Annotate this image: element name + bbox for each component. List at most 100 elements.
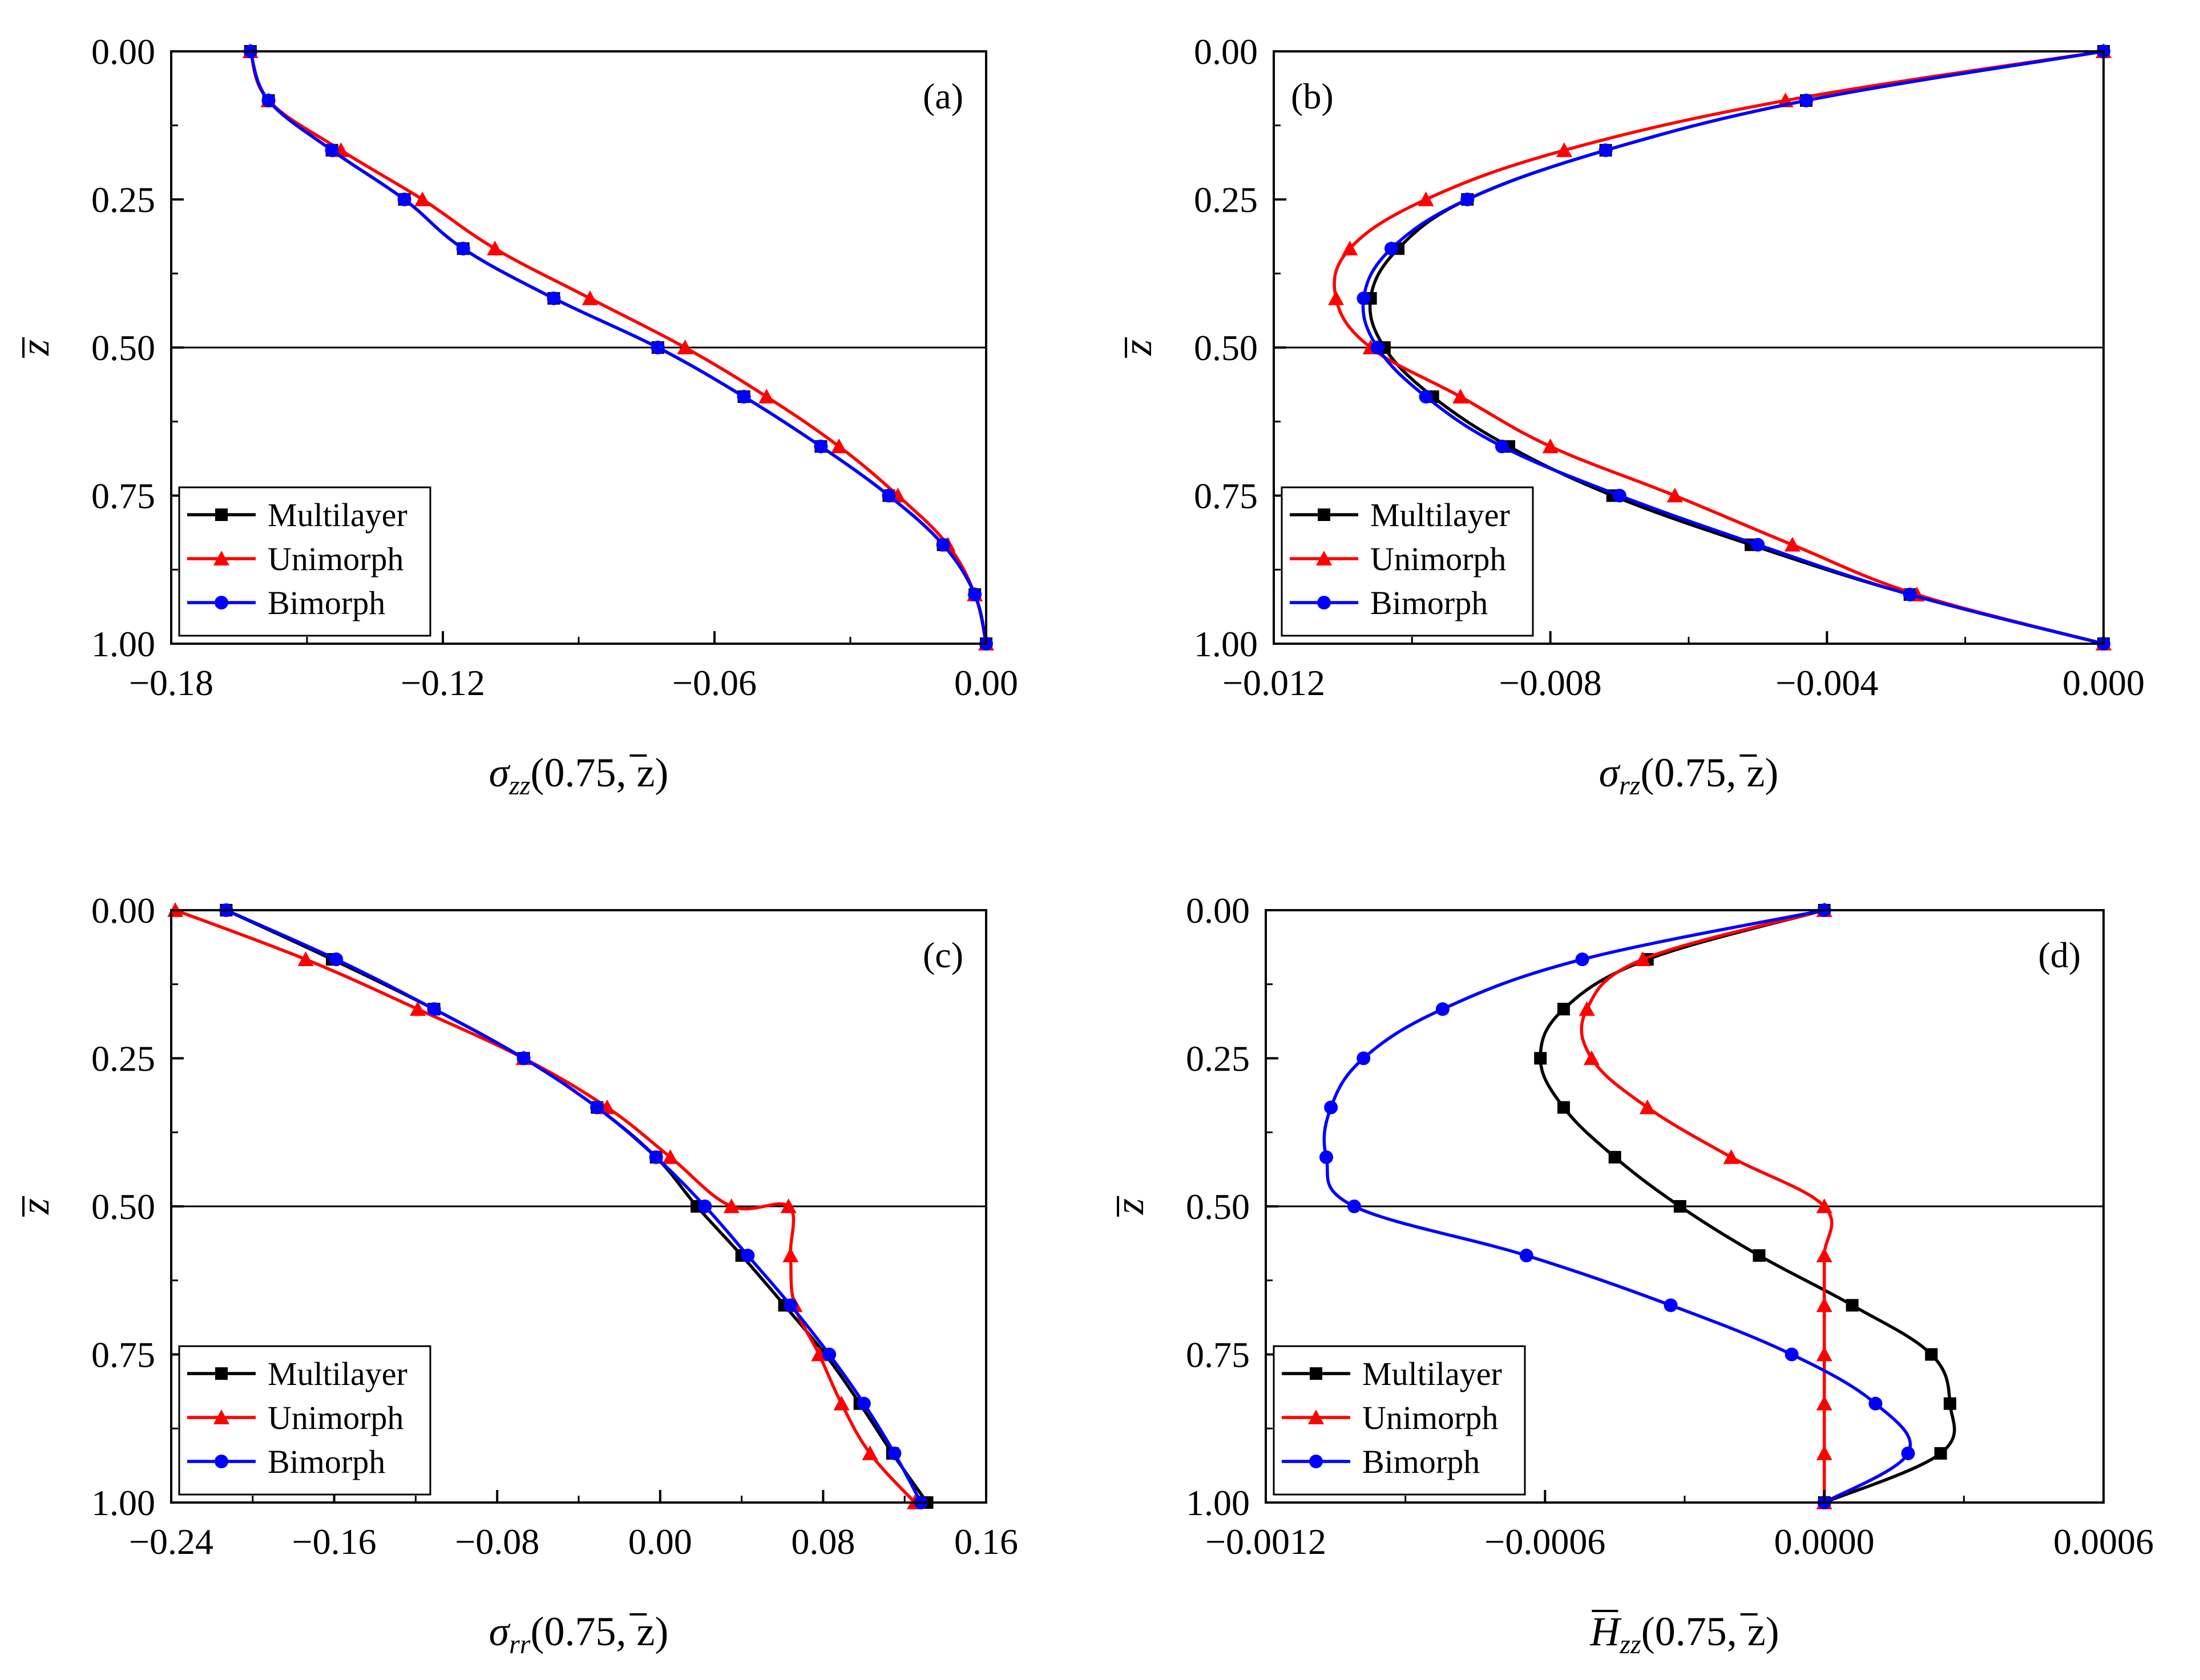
point-bimorph xyxy=(456,241,470,256)
point-bimorph xyxy=(741,1249,755,1263)
y-tick-label: 1.00 xyxy=(1194,624,1258,664)
point-bimorph xyxy=(1460,192,1475,207)
point-unimorph xyxy=(1452,389,1469,404)
panel-4: −0.0012 −0.0006 0.0000 0.0006 0.00 0.25 0.50 0.… xyxy=(1107,890,2154,1659)
point-unimorph xyxy=(1816,1346,1832,1362)
point-bimorph xyxy=(1495,439,1509,454)
point-bimorph xyxy=(1370,341,1384,354)
panel-3: −0.24 −0.16 −0.08 0.00 0.08 0.16 0.00 0.25 0.50 0… xyxy=(12,890,1018,1659)
y-tick-label: 0.50 xyxy=(1186,1186,1250,1227)
point-unimorph xyxy=(1784,536,1801,552)
legend-marker-bimorph xyxy=(215,1455,228,1468)
legend: Multilayer Unimorph Bimorph xyxy=(178,486,431,637)
x-tick-label: 0.0000 xyxy=(1774,1521,1875,1562)
point-bimorph xyxy=(737,390,751,404)
y-tick-label: 0.75 xyxy=(91,476,155,516)
point-unimorph xyxy=(1666,487,1683,503)
point-bimorph xyxy=(1903,587,1917,601)
point-unimorph xyxy=(487,240,503,256)
point-bimorph xyxy=(936,538,950,552)
x-tick-label: 0.00 xyxy=(954,663,1018,703)
point-bimorph xyxy=(651,341,665,354)
legend-label-unimorph: Unimorph xyxy=(1370,540,1506,578)
legend-marker-multilayer xyxy=(1310,1367,1322,1380)
point-unimorph xyxy=(1418,191,1434,207)
x-tick-label: −0.004 xyxy=(1775,663,1878,703)
point-bimorph xyxy=(516,1051,531,1065)
legend: Multilayer Unimorph Bimorph xyxy=(1273,1345,1526,1496)
point-unimorph xyxy=(723,1198,740,1213)
x-tick-label: −0.008 xyxy=(1499,663,1602,703)
legend-marker-unimorph xyxy=(213,551,229,566)
point-multilayer xyxy=(1534,1052,1547,1065)
y-tick-label: 0.75 xyxy=(1186,1335,1250,1375)
legend-marker-bimorph xyxy=(1317,596,1331,609)
x-axis-label: σzz(0.75, z) xyxy=(489,750,669,801)
y-tick-label: 1.00 xyxy=(1186,1483,1250,1523)
x-axis-label: Hzz(0.75, z) xyxy=(1589,1609,1779,1659)
x-tick-label: −0.012 xyxy=(1222,663,1325,703)
y-axis-label: z xyxy=(12,1198,58,1215)
legend-label-unimorph: Unimorph xyxy=(268,540,403,578)
point-bimorph xyxy=(1347,1200,1361,1213)
legend-label-bimorph: Bimorph xyxy=(268,1443,385,1480)
point-bimorph xyxy=(329,952,344,967)
legend-label-unimorph: Unimorph xyxy=(1362,1399,1498,1436)
x-tick-label: −0.08 xyxy=(455,1521,539,1562)
point-unimorph xyxy=(297,951,314,967)
legend-marker-unimorph xyxy=(213,1410,229,1424)
y-tick-label: 0.00 xyxy=(91,31,155,72)
y-tick-label: 0.00 xyxy=(91,890,155,931)
x-tick-label: −0.06 xyxy=(672,663,757,703)
x-tick-label: −0.24 xyxy=(129,1521,213,1562)
point-multilayer xyxy=(1673,1200,1686,1213)
point-unimorph xyxy=(1816,1395,1832,1411)
legend-marker-unimorph xyxy=(1316,551,1332,566)
legend-label-multilayer: Multilayer xyxy=(268,1355,407,1392)
point-multilayer xyxy=(1934,1447,1947,1460)
point-unimorph xyxy=(862,1445,878,1460)
series-line-bimorph xyxy=(225,908,923,1504)
point-bimorph xyxy=(427,1002,441,1016)
point-unimorph xyxy=(1583,1050,1600,1065)
point-bimorph xyxy=(1785,1347,1799,1362)
y-axis-label: z xyxy=(1115,340,1160,356)
series-line-unimorph xyxy=(175,908,917,1504)
y-tick-label: 0.50 xyxy=(91,328,155,368)
x-tick-label: −0.12 xyxy=(401,663,485,703)
point-bimorph xyxy=(1868,1396,1883,1411)
y-tick-label: 1.00 xyxy=(91,624,155,664)
legend-label-multilayer: Multilayer xyxy=(268,496,407,534)
point-unimorph xyxy=(1639,1099,1656,1114)
point-bimorph xyxy=(968,587,982,601)
point-bimorph xyxy=(1612,488,1626,503)
point-bimorph xyxy=(698,1200,712,1213)
y-axis-label: z xyxy=(1107,1198,1152,1215)
point-unimorph xyxy=(1723,1149,1739,1164)
x-tick-label: −0.0012 xyxy=(1205,1521,1326,1562)
legend-label-bimorph: Bimorph xyxy=(1370,584,1488,621)
point-bimorph xyxy=(784,1298,798,1312)
point-bimorph xyxy=(1357,291,1371,305)
point-unimorph xyxy=(1816,1445,1832,1460)
point-unimorph xyxy=(1816,1247,1832,1263)
x-tick-label: 0.08 xyxy=(791,1521,855,1562)
legend-label-bimorph: Bimorph xyxy=(268,584,385,621)
point-multilayer xyxy=(1943,1397,1956,1410)
point-multilayer xyxy=(1925,1348,1938,1361)
y-axis-label: z xyxy=(12,340,58,356)
legend-marker-multilayer xyxy=(1318,508,1330,521)
series-group xyxy=(1319,902,1956,1509)
point-bimorph xyxy=(1319,1150,1334,1164)
point-unimorph xyxy=(1542,438,1559,454)
point-bimorph xyxy=(397,192,411,207)
point-unimorph xyxy=(782,1247,799,1263)
point-bimorph xyxy=(822,1347,837,1362)
point-bimorph xyxy=(1384,241,1398,256)
legend-marker-multilayer xyxy=(215,508,228,521)
point-unimorph xyxy=(1328,290,1345,305)
y-tick-label: 0.00 xyxy=(1194,31,1258,72)
legend-marker-bimorph xyxy=(1309,1455,1323,1468)
point-multilayer xyxy=(1557,1101,1570,1114)
